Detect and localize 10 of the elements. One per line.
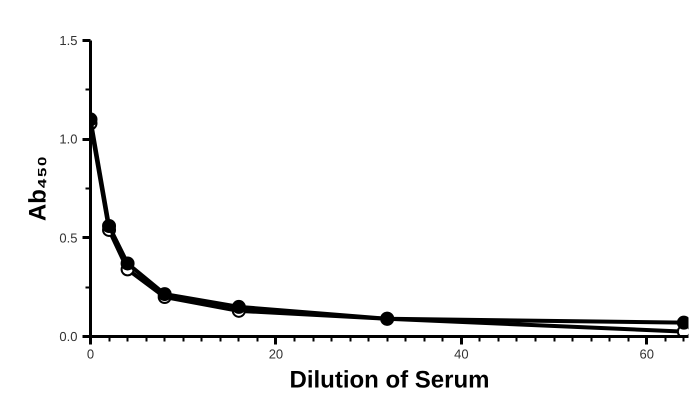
x-tick-label: 60 — [640, 346, 654, 362]
x-tick-label: 20 — [268, 346, 284, 362]
y-tick-label: 1.0 — [59, 132, 78, 147]
y-tick-label: 0.5 — [59, 230, 78, 246]
y-axis-title: Ab₄₅₀ — [24, 156, 52, 222]
x-tick-label: 40 — [454, 346, 469, 362]
y-tick-label: 1.5 — [59, 33, 78, 48]
y-tick-label: 0.0 — [59, 329, 78, 344]
x-tick-label: 0 — [86, 346, 94, 362]
x-axis-title: Dilution of Serum — [290, 366, 490, 394]
